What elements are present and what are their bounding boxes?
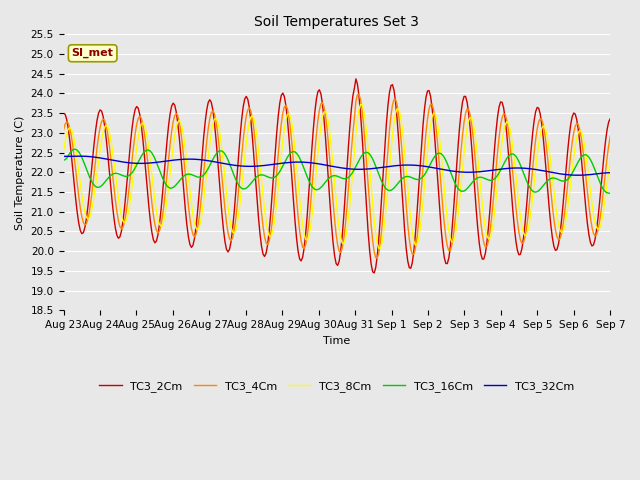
TC3_4Cm: [60, 127, 67, 133]
Title: Soil Temperatures Set 3: Soil Temperatures Set 3: [255, 15, 419, 29]
TC3_16Cm: [128, 170, 136, 176]
Text: SI_met: SI_met: [72, 48, 114, 59]
TC3_8Cm: [299, 222, 307, 228]
Y-axis label: Soil Temperature (C): Soil Temperature (C): [15, 115, 25, 229]
TC3_32Cm: [60, 154, 67, 159]
TC3_16Cm: [577, 154, 585, 160]
TC3_2Cm: [371, 270, 378, 276]
TC3_32Cm: [243, 163, 250, 169]
TC3_4Cm: [355, 91, 363, 97]
TC3_16Cm: [607, 191, 614, 196]
TC3_4Cm: [250, 127, 258, 132]
TC3_2Cm: [127, 140, 134, 145]
TC3_8Cm: [127, 195, 134, 201]
TC3_4Cm: [241, 123, 248, 129]
TC3_2Cm: [607, 116, 614, 121]
TC3_32Cm: [252, 163, 259, 169]
Line: TC3_16Cm: TC3_16Cm: [63, 149, 611, 193]
TC3_16Cm: [224, 157, 232, 163]
Legend: TC3_2Cm, TC3_4Cm, TC3_8Cm, TC3_16Cm, TC3_32Cm: TC3_2Cm, TC3_4Cm, TC3_8Cm, TC3_16Cm, TC3…: [95, 377, 579, 396]
Line: TC3_32Cm: TC3_32Cm: [63, 156, 611, 175]
TC3_8Cm: [223, 190, 230, 196]
TC3_16Cm: [243, 185, 250, 191]
TC3_2Cm: [241, 96, 248, 102]
TC3_4Cm: [223, 220, 230, 226]
TC3_16Cm: [70, 146, 78, 152]
TC3_8Cm: [241, 154, 248, 159]
TC3_4Cm: [373, 255, 381, 261]
TC3_32Cm: [76, 153, 84, 159]
TC3_32Cm: [607, 170, 614, 176]
TC3_16Cm: [300, 166, 308, 172]
TC3_8Cm: [375, 245, 383, 251]
TC3_8Cm: [358, 102, 366, 108]
TC3_16Cm: [252, 175, 259, 181]
TC3_2Cm: [250, 154, 258, 159]
Line: TC3_8Cm: TC3_8Cm: [63, 105, 611, 248]
TC3_2Cm: [299, 254, 307, 260]
TC3_4Cm: [607, 133, 614, 139]
TC3_32Cm: [300, 159, 308, 165]
TC3_16Cm: [60, 157, 67, 163]
TC3_4Cm: [127, 171, 134, 177]
TC3_8Cm: [60, 148, 67, 154]
TC3_2Cm: [579, 172, 587, 178]
TC3_2Cm: [352, 76, 360, 82]
TC3_4Cm: [299, 244, 307, 250]
TC3_8Cm: [607, 156, 614, 162]
TC3_32Cm: [575, 172, 582, 178]
TC3_4Cm: [579, 147, 587, 153]
Line: TC3_4Cm: TC3_4Cm: [63, 94, 611, 258]
TC3_32Cm: [224, 161, 232, 167]
TC3_32Cm: [579, 172, 587, 178]
Line: TC3_2Cm: TC3_2Cm: [63, 79, 611, 273]
TC3_2Cm: [60, 110, 67, 116]
TC3_8Cm: [579, 134, 587, 140]
TC3_2Cm: [223, 246, 230, 252]
TC3_8Cm: [250, 116, 258, 122]
X-axis label: Time: Time: [323, 336, 351, 346]
TC3_32Cm: [128, 160, 136, 166]
